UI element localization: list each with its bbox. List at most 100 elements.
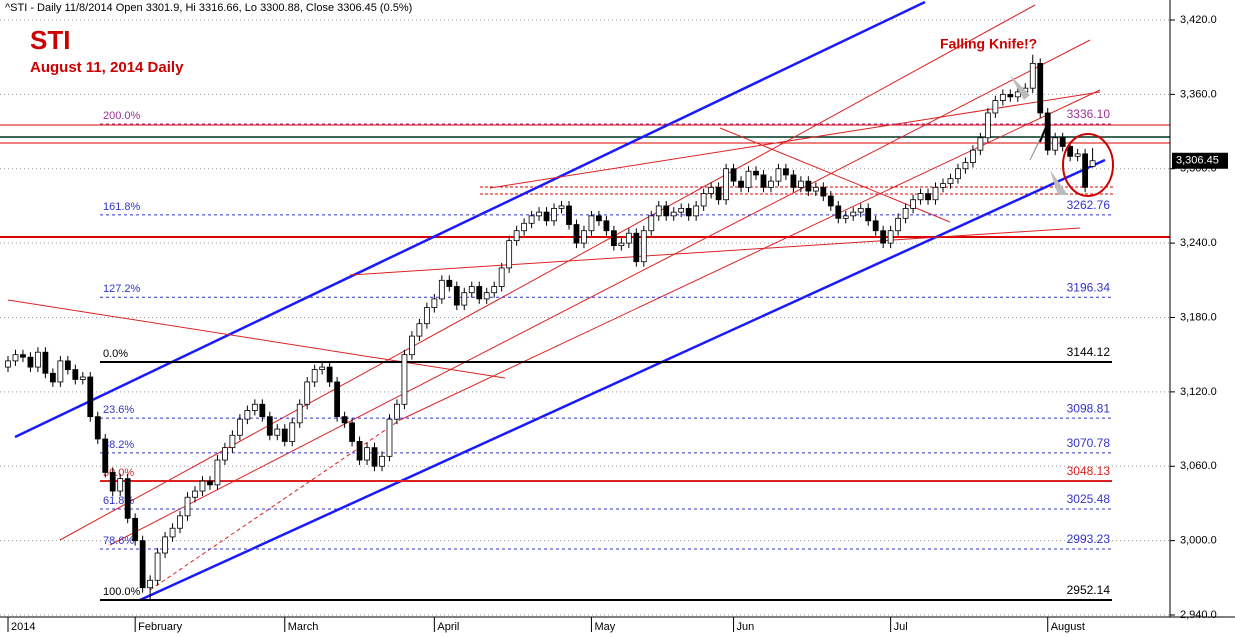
candle-body [663, 205, 670, 217]
candle-body [820, 186, 827, 197]
candle-body [468, 286, 475, 294]
trend-line [7, 299, 506, 379]
candle-body [730, 168, 737, 182]
candle-body [1029, 62, 1036, 89]
candle-body [970, 149, 976, 163]
candle-body [1067, 146, 1074, 157]
fib-value: 2993.23 [1067, 532, 1111, 546]
candle-body [341, 416, 348, 424]
x-tick-label: August [1051, 621, 1085, 633]
candle-body [42, 351, 49, 374]
fib-value: 3262.76 [1067, 198, 1111, 212]
candle-body [438, 279, 445, 300]
fib-percent: 38.2% [103, 439, 134, 451]
candle-body [311, 369, 318, 383]
y-tick-label: 3,000.0 [1180, 535, 1217, 547]
candle-body [655, 205, 662, 217]
candle-body [386, 418, 393, 457]
candle-body [281, 428, 288, 442]
candle-body [498, 267, 505, 287]
candle-body [431, 298, 438, 308]
candle-body [162, 536, 168, 554]
candle-body [35, 351, 41, 368]
y-tick-label: 3,060.0 [1180, 460, 1217, 472]
candle-body [57, 360, 64, 383]
candle-body [947, 178, 954, 185]
candle-body [169, 527, 176, 538]
candle-body [603, 220, 610, 232]
y-tick-label: 3,240.0 [1180, 237, 1217, 249]
candle-body [753, 170, 759, 176]
candle-body [1074, 153, 1081, 157]
annotation-shapes [1010, 75, 1114, 197]
candle-body [12, 354, 19, 362]
candle-body [244, 410, 251, 420]
candle-body [326, 366, 333, 383]
candle-body [693, 205, 700, 217]
candle-body [371, 447, 378, 467]
candle-body [992, 100, 999, 114]
candle-body [304, 381, 311, 405]
candle-body [49, 372, 56, 383]
x-tick-label: Jun [737, 621, 755, 633]
candle-body [87, 376, 94, 418]
y-tick-label: 3,180.0 [1180, 311, 1217, 323]
candle-body [670, 211, 677, 217]
candle-body [1014, 91, 1021, 98]
candle-body [723, 168, 729, 201]
candle-body [528, 215, 535, 224]
candle-body [296, 403, 303, 424]
candle-body [349, 422, 355, 442]
last-price-label: 3,306.45 [1176, 155, 1219, 167]
candle-body [551, 208, 557, 222]
candle-body [962, 162, 969, 170]
candle-body [880, 230, 887, 244]
candle-body [506, 240, 513, 269]
candle-body [895, 217, 902, 232]
candle-body [865, 208, 872, 222]
candle-body [977, 137, 984, 151]
candle-body [708, 186, 715, 194]
candle-body [932, 186, 939, 201]
chart-subtitle: August 11, 2014 Daily [30, 59, 184, 76]
candle-body [27, 356, 34, 368]
candle-body [596, 215, 602, 222]
candle-body [857, 208, 864, 213]
candle-body [236, 418, 243, 436]
candle-body [566, 205, 572, 225]
candle-body [715, 186, 722, 201]
candle-body [184, 496, 191, 517]
candle-body [812, 186, 819, 192]
candle-body [109, 472, 116, 492]
candle-body [401, 354, 408, 405]
candle-body [446, 279, 453, 287]
fib-value: 2952.14 [1067, 583, 1111, 597]
candle-body [775, 168, 782, 182]
fib-percent: 127.2% [103, 283, 141, 295]
candle-body [678, 208, 685, 213]
candle-body [453, 286, 460, 306]
candle-body [132, 517, 139, 542]
fib-percent: 0.0% [103, 348, 128, 360]
candle-body [625, 232, 632, 244]
x-tick-label: 2014 [11, 621, 35, 633]
candle-body [872, 220, 879, 232]
candle-body [1007, 93, 1014, 98]
candle-body [117, 478, 124, 492]
candle-body [5, 360, 11, 368]
y-tick-label: 2,940.0 [1180, 609, 1217, 621]
candle-body [850, 211, 857, 217]
candle-body [790, 174, 797, 188]
candle-body [79, 376, 86, 380]
candle-body [1059, 137, 1066, 147]
trend-line [109, 39, 1091, 546]
fib-percent: 23.6% [103, 404, 134, 416]
fib-value: 3048.13 [1067, 464, 1111, 478]
candle-body [783, 168, 789, 176]
last-price-box [1172, 152, 1228, 169]
fib-value: 3196.34 [1067, 280, 1111, 294]
candle-body [266, 416, 273, 436]
candle-body [842, 215, 849, 219]
